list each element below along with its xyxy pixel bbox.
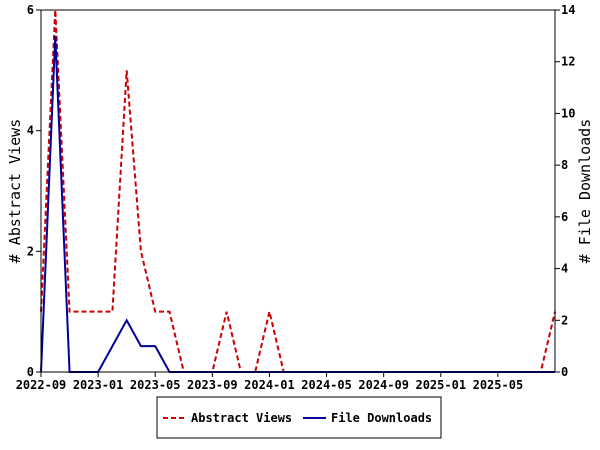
y-right-axis-ticks: 0 2 4 6 8 10 12 14 bbox=[555, 3, 575, 379]
x-tick-label: 2024-01 bbox=[244, 378, 295, 392]
x-tick-label: 2025-01 bbox=[415, 378, 466, 392]
y-left-tick-label: 0 bbox=[27, 365, 34, 379]
y-right-tick-label: 6 bbox=[561, 210, 568, 224]
y-left-axis-ticks: 0 2 4 6 bbox=[27, 3, 41, 379]
series-layer bbox=[40, 9, 556, 373]
y-left-tick-label: 4 bbox=[27, 124, 34, 138]
y-left-tick-label: 2 bbox=[27, 244, 34, 258]
y-right-tick-label: 10 bbox=[561, 106, 575, 120]
x-tick-label: 2024-09 bbox=[358, 378, 409, 392]
y-right-tick-label: 12 bbox=[561, 55, 575, 69]
y-right-tick-label: 0 bbox=[561, 365, 568, 379]
x-axis-ticks: 2022-09 2023-01 2023-05 2023-09 2024-01 2024-… bbox=[16, 372, 523, 392]
y-right-tick-label: 2 bbox=[561, 313, 568, 327]
legend-label-abstract-views: Abstract Views bbox=[191, 411, 292, 425]
x-tick-label: 2023-09 bbox=[187, 378, 238, 392]
legend-box bbox=[156, 396, 442, 439]
x-tick-label: 2023-05 bbox=[130, 378, 181, 392]
y-right-axis-title: # File Downloads bbox=[576, 119, 594, 264]
y-right-tick-label: 8 bbox=[561, 158, 568, 172]
x-tick-label: 2024-05 bbox=[301, 378, 352, 392]
y-left-tick-label: 6 bbox=[27, 3, 34, 17]
x-tick-label: 2025-05 bbox=[473, 378, 524, 392]
y-right-tick-label: 4 bbox=[561, 262, 568, 276]
x-tick-label: 2022-09 bbox=[16, 378, 67, 392]
legend: Abstract Views File Downloads bbox=[156, 396, 442, 439]
legend-label-file-downloads: File Downloads bbox=[331, 411, 432, 425]
y-right-tick-label: 14 bbox=[561, 3, 575, 17]
plot-area-frame bbox=[40, 9, 556, 373]
x-tick-label: 2023-01 bbox=[73, 378, 124, 392]
y-left-axis-title: # Abstract Views bbox=[6, 119, 24, 264]
series-line-abstract-views bbox=[40, 9, 556, 373]
